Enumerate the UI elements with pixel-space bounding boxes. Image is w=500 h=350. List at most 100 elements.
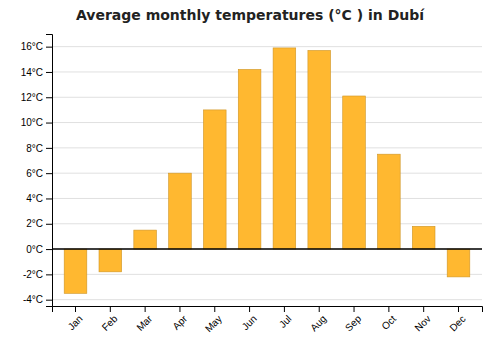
x-tick-label: Jun [240, 313, 259, 332]
x-tick-mark [284, 306, 285, 312]
x-tick-mark [179, 306, 180, 312]
x-tick: Oct [379, 306, 398, 332]
x-tick: Nov [413, 306, 433, 333]
y-tick: 12°C [21, 92, 52, 103]
x-tick: Mar [134, 306, 154, 333]
y-tick-label: 14°C [21, 67, 43, 78]
y-tick: 14°C [21, 67, 52, 78]
y-tick-mark [46, 274, 52, 275]
x-tick-mark [458, 306, 459, 312]
y-tick-mark [46, 72, 52, 73]
grid-line [52, 46, 482, 47]
x-tick-label: Jul [277, 313, 294, 330]
x-tick-mark [423, 306, 424, 312]
y-tick: 4°C [26, 193, 52, 204]
bar [412, 226, 435, 249]
y-tick-mark [46, 173, 52, 174]
x-tick-label: Nov [413, 313, 433, 333]
grid-line [52, 223, 482, 224]
x-tick-label: Sep [343, 313, 364, 334]
y-tick-mark [46, 198, 52, 199]
x-tick: Jan [66, 306, 85, 332]
bar [273, 48, 296, 249]
x-tick: Aug [308, 306, 328, 333]
x-tick-label: Apr [170, 313, 189, 332]
y-tick: -4°C [23, 294, 52, 305]
grid-line [52, 122, 482, 123]
y-tick: 10°C [21, 117, 52, 128]
x-tick-label: May [203, 313, 224, 334]
grid-line [52, 198, 482, 199]
y-tick-label: 12°C [21, 92, 43, 103]
x-tick: Jun [240, 306, 259, 332]
bar [447, 249, 470, 277]
grid [52, 47, 482, 300]
bar [343, 96, 366, 249]
y-tick: 8°C [26, 143, 52, 154]
grid-line [52, 71, 482, 72]
y-tick-mark [46, 148, 52, 149]
chart-title: Average monthly temperatures (°C ) in Du… [76, 7, 425, 23]
bar [378, 154, 401, 249]
x-tick-label: Oct [379, 313, 398, 332]
bar [169, 173, 192, 249]
bars [64, 48, 470, 293]
y-axis-line [46, 35, 53, 307]
x-tick-label: Dec [447, 313, 467, 333]
x-tick: Dec [447, 306, 467, 333]
y-tick-mark [46, 47, 52, 48]
y-tick-mark [46, 224, 52, 225]
x-tick-label: Mar [134, 313, 154, 333]
x-tick-label: Jan [66, 313, 85, 332]
y-tick-mark [46, 123, 52, 124]
grid-line [52, 299, 482, 300]
grid-line [52, 173, 482, 174]
x-tick-mark [214, 306, 215, 312]
x-tick-mark [354, 306, 355, 312]
grid-line [52, 274, 482, 275]
x-axis-line [53, 307, 483, 313]
x-tick: Apr [170, 306, 189, 332]
y-axis: -4°C -2°C 0°C 2°C 4°C 6°C 8°C 10°C 12°C 14°C 16°C [21, 35, 53, 307]
x-tick-mark [319, 306, 320, 312]
y-tick-label: -4°C [23, 294, 43, 305]
x-tick: Sep [343, 306, 364, 333]
bar [134, 230, 157, 249]
y-tick-mark [46, 249, 52, 250]
y-tick: 16°C [21, 41, 52, 52]
chart: Average monthly temperatures (°C ) in Du… [0, 0, 500, 350]
y-tick: 2°C [26, 218, 52, 229]
y-tick: -2°C [23, 269, 52, 280]
x-tick-mark [249, 306, 250, 312]
y-tick: 0°C [26, 244, 52, 255]
x-tick: May [203, 306, 224, 334]
x-tick-mark [145, 306, 146, 312]
y-tick-mark [46, 300, 52, 301]
grid-line [52, 97, 482, 98]
bar [203, 110, 226, 249]
y-tick-label: 8°C [26, 143, 43, 154]
x-tick-mark [110, 306, 111, 312]
y-tick-label: 6°C [26, 168, 43, 179]
y-tick-label: 0°C [26, 244, 43, 255]
bar [308, 50, 331, 249]
bar [64, 249, 87, 293]
x-tick: Feb [100, 306, 120, 333]
x-tick-mark [75, 306, 76, 312]
y-tick: 6°C [26, 168, 52, 179]
bar [238, 69, 261, 249]
y-tick-label: 2°C [26, 218, 43, 229]
y-tick-label: -2°C [23, 269, 43, 280]
y-tick-label: 4°C [26, 193, 43, 204]
x-tick-label: Aug [308, 313, 328, 333]
grid-line [52, 147, 482, 148]
grid-line [52, 249, 482, 250]
y-tick-label: 10°C [21, 117, 43, 128]
x-axis: Jan Feb Mar Apr May Jun Jul Aug Sep Oct Nov Dec [53, 306, 483, 334]
y-tick-mark [46, 97, 52, 98]
zero-line [52, 248, 482, 250]
y-tick-label: 16°C [21, 41, 43, 52]
x-tick-label: Feb [100, 313, 120, 333]
x-tick: Jul [277, 306, 294, 330]
plot: -4°C -2°C 0°C 2°C 4°C 6°C 8°C 10°C 12°C 14°C 16°C J… [21, 35, 483, 335]
